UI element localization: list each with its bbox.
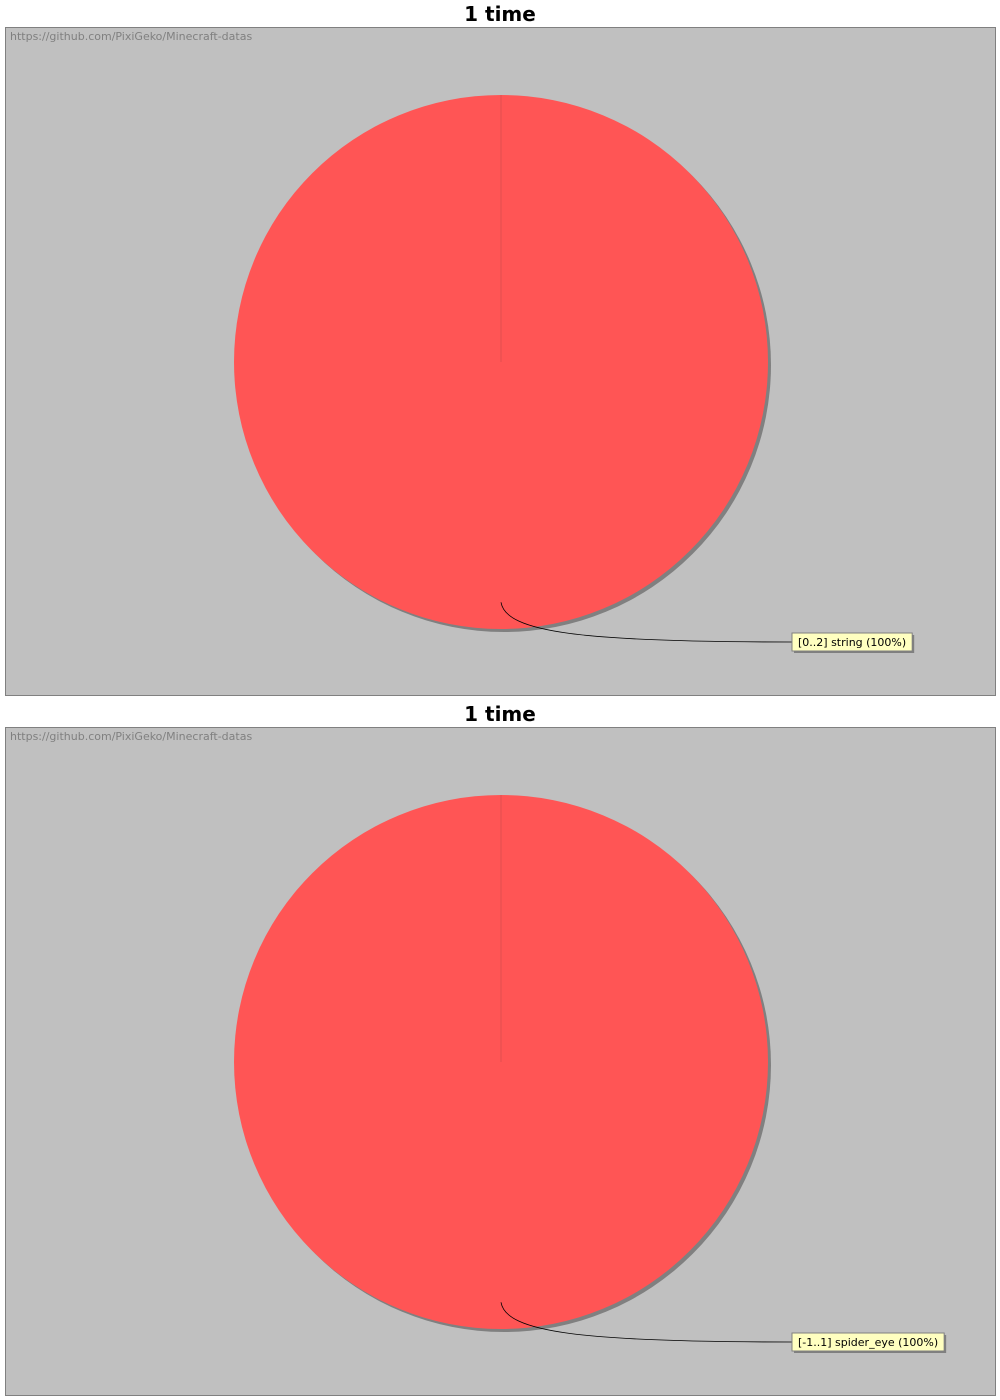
chart-panel-1: 1 time https://github.com/PixiGeko/Minec… [0, 0, 1000, 700]
slice-label-text: [0..2] string (100%) [798, 636, 906, 649]
chart-panel-2: 1 time https://github.com/PixiGeko/Minec… [0, 700, 1000, 1400]
chart-title: 1 time [0, 702, 1000, 726]
chart-title: 1 time [0, 2, 1000, 26]
plot-area: https://github.com/PixiGeko/Minecraft-da… [5, 727, 996, 1396]
slice-label-text: [-1..1] spider_eye (100%) [798, 1336, 938, 1349]
plot-area: https://github.com/PixiGeko/Minecraft-da… [5, 27, 996, 696]
slice-label: [-1..1] spider_eye (100%) [792, 1333, 946, 1353]
slice-label: [0..2] string (100%) [792, 633, 914, 653]
pie-chart: [0..2] string (100%) [6, 28, 995, 695]
pie-chart: [-1..1] spider_eye (100%) [6, 728, 995, 1395]
